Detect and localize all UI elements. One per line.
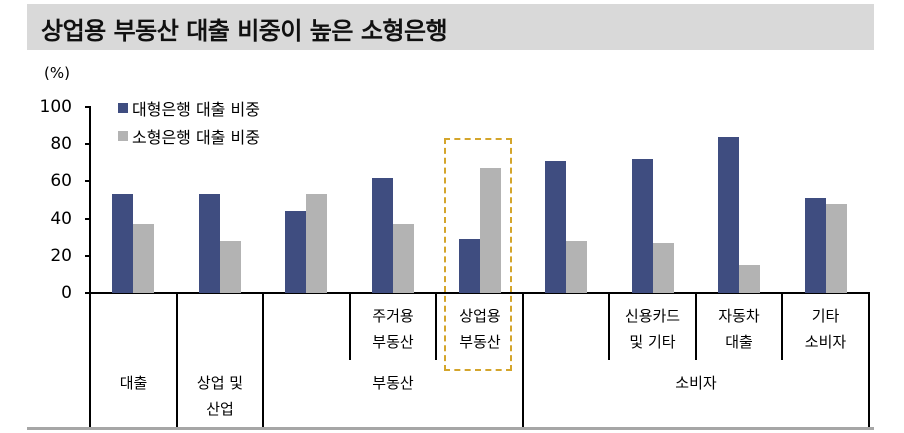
bar-small-bank — [479, 168, 501, 293]
bar-small-bank — [392, 224, 414, 293]
bar-small-bank — [825, 203, 847, 293]
category-divider-major — [262, 293, 265, 428]
y-tick-label: 0 — [61, 283, 72, 303]
category-label-commercial: 상업용 부동산 — [459, 307, 501, 351]
category-divider-minor — [608, 293, 611, 360]
category-label-residential: 주거용 부동산 — [372, 307, 414, 351]
y-tick-mark — [85, 217, 90, 220]
y-tick-mark — [85, 143, 90, 146]
bar-large-bank — [804, 198, 826, 293]
category-label-credit-card: 신용카드 및 기타 — [624, 307, 681, 351]
bar-large-bank — [545, 160, 567, 293]
category-label-loans: 대출 — [119, 374, 148, 392]
bar-large-bank — [112, 194, 134, 293]
bar-small-bank — [652, 242, 674, 293]
bar-small-bank — [219, 240, 241, 293]
category-divider-major — [868, 293, 870, 428]
bar-small-bank — [306, 194, 328, 293]
y-tick-label: 100 — [39, 97, 72, 117]
category-divider-minor — [781, 293, 784, 360]
category-divider-major — [89, 293, 91, 428]
category-label-other-consumer: 기타 소비자 — [804, 307, 847, 351]
y-axis-line — [89, 106, 91, 295]
y-tick-mark — [85, 106, 90, 108]
y-axis-unit: (%) — [44, 64, 70, 82]
legend-swatch-large-bank — [118, 103, 128, 113]
category-divider-major — [175, 293, 178, 428]
category-label-real-estate: 부동산 — [372, 374, 414, 392]
category-divider-minor — [435, 293, 438, 360]
y-tick-mark — [85, 254, 90, 257]
x-axis-line — [85, 292, 870, 294]
bottom-rule — [27, 427, 874, 430]
y-tick-label: 80 — [50, 134, 72, 155]
category-label-auto-loan: 자동차 대출 — [718, 307, 760, 351]
legend-item-small-bank: 소형은행 대출 비중 — [118, 122, 260, 150]
y-tick-label: 20 — [50, 245, 72, 266]
y-tick-mark — [85, 180, 90, 183]
bar-large-bank — [198, 194, 220, 293]
legend-label: 소형은행 대출 비중 — [132, 128, 260, 147]
bar-large-bank — [718, 136, 740, 293]
category-label-consumer: 소비자 — [675, 374, 717, 392]
bar-small-bank — [133, 224, 155, 293]
category-label-commercial-industrial: 상업 및 산업 — [196, 374, 244, 418]
category-divider-minor — [348, 293, 351, 360]
y-tick-label: 40 — [50, 208, 72, 229]
legend-label: 대형은행 대출 비중 — [132, 100, 260, 119]
chart-title: 상업용 부동산 대출 비중이 높은 소형은행 — [41, 17, 448, 45]
y-tick-label: 60 — [50, 171, 72, 192]
bar-large-bank — [458, 239, 480, 293]
bar-large-bank — [631, 159, 653, 293]
highlight-box-commercial-real-estate — [444, 138, 512, 371]
legend-swatch-small-bank — [118, 131, 128, 141]
bar-small-bank — [739, 265, 761, 293]
legend-item-large-bank: 대형은행 대출 비중 — [118, 94, 260, 122]
bar-small-bank — [566, 240, 588, 293]
bar-large-bank — [371, 177, 393, 293]
category-divider-major — [521, 293, 524, 428]
legend: 대형은행 대출 비중 소형은행 대출 비중 — [118, 94, 260, 150]
category-divider-minor — [694, 293, 697, 360]
bar-large-bank — [285, 211, 307, 293]
title-banner: 상업용 부동산 대출 비중이 높은 소형은행 — [27, 4, 874, 50]
